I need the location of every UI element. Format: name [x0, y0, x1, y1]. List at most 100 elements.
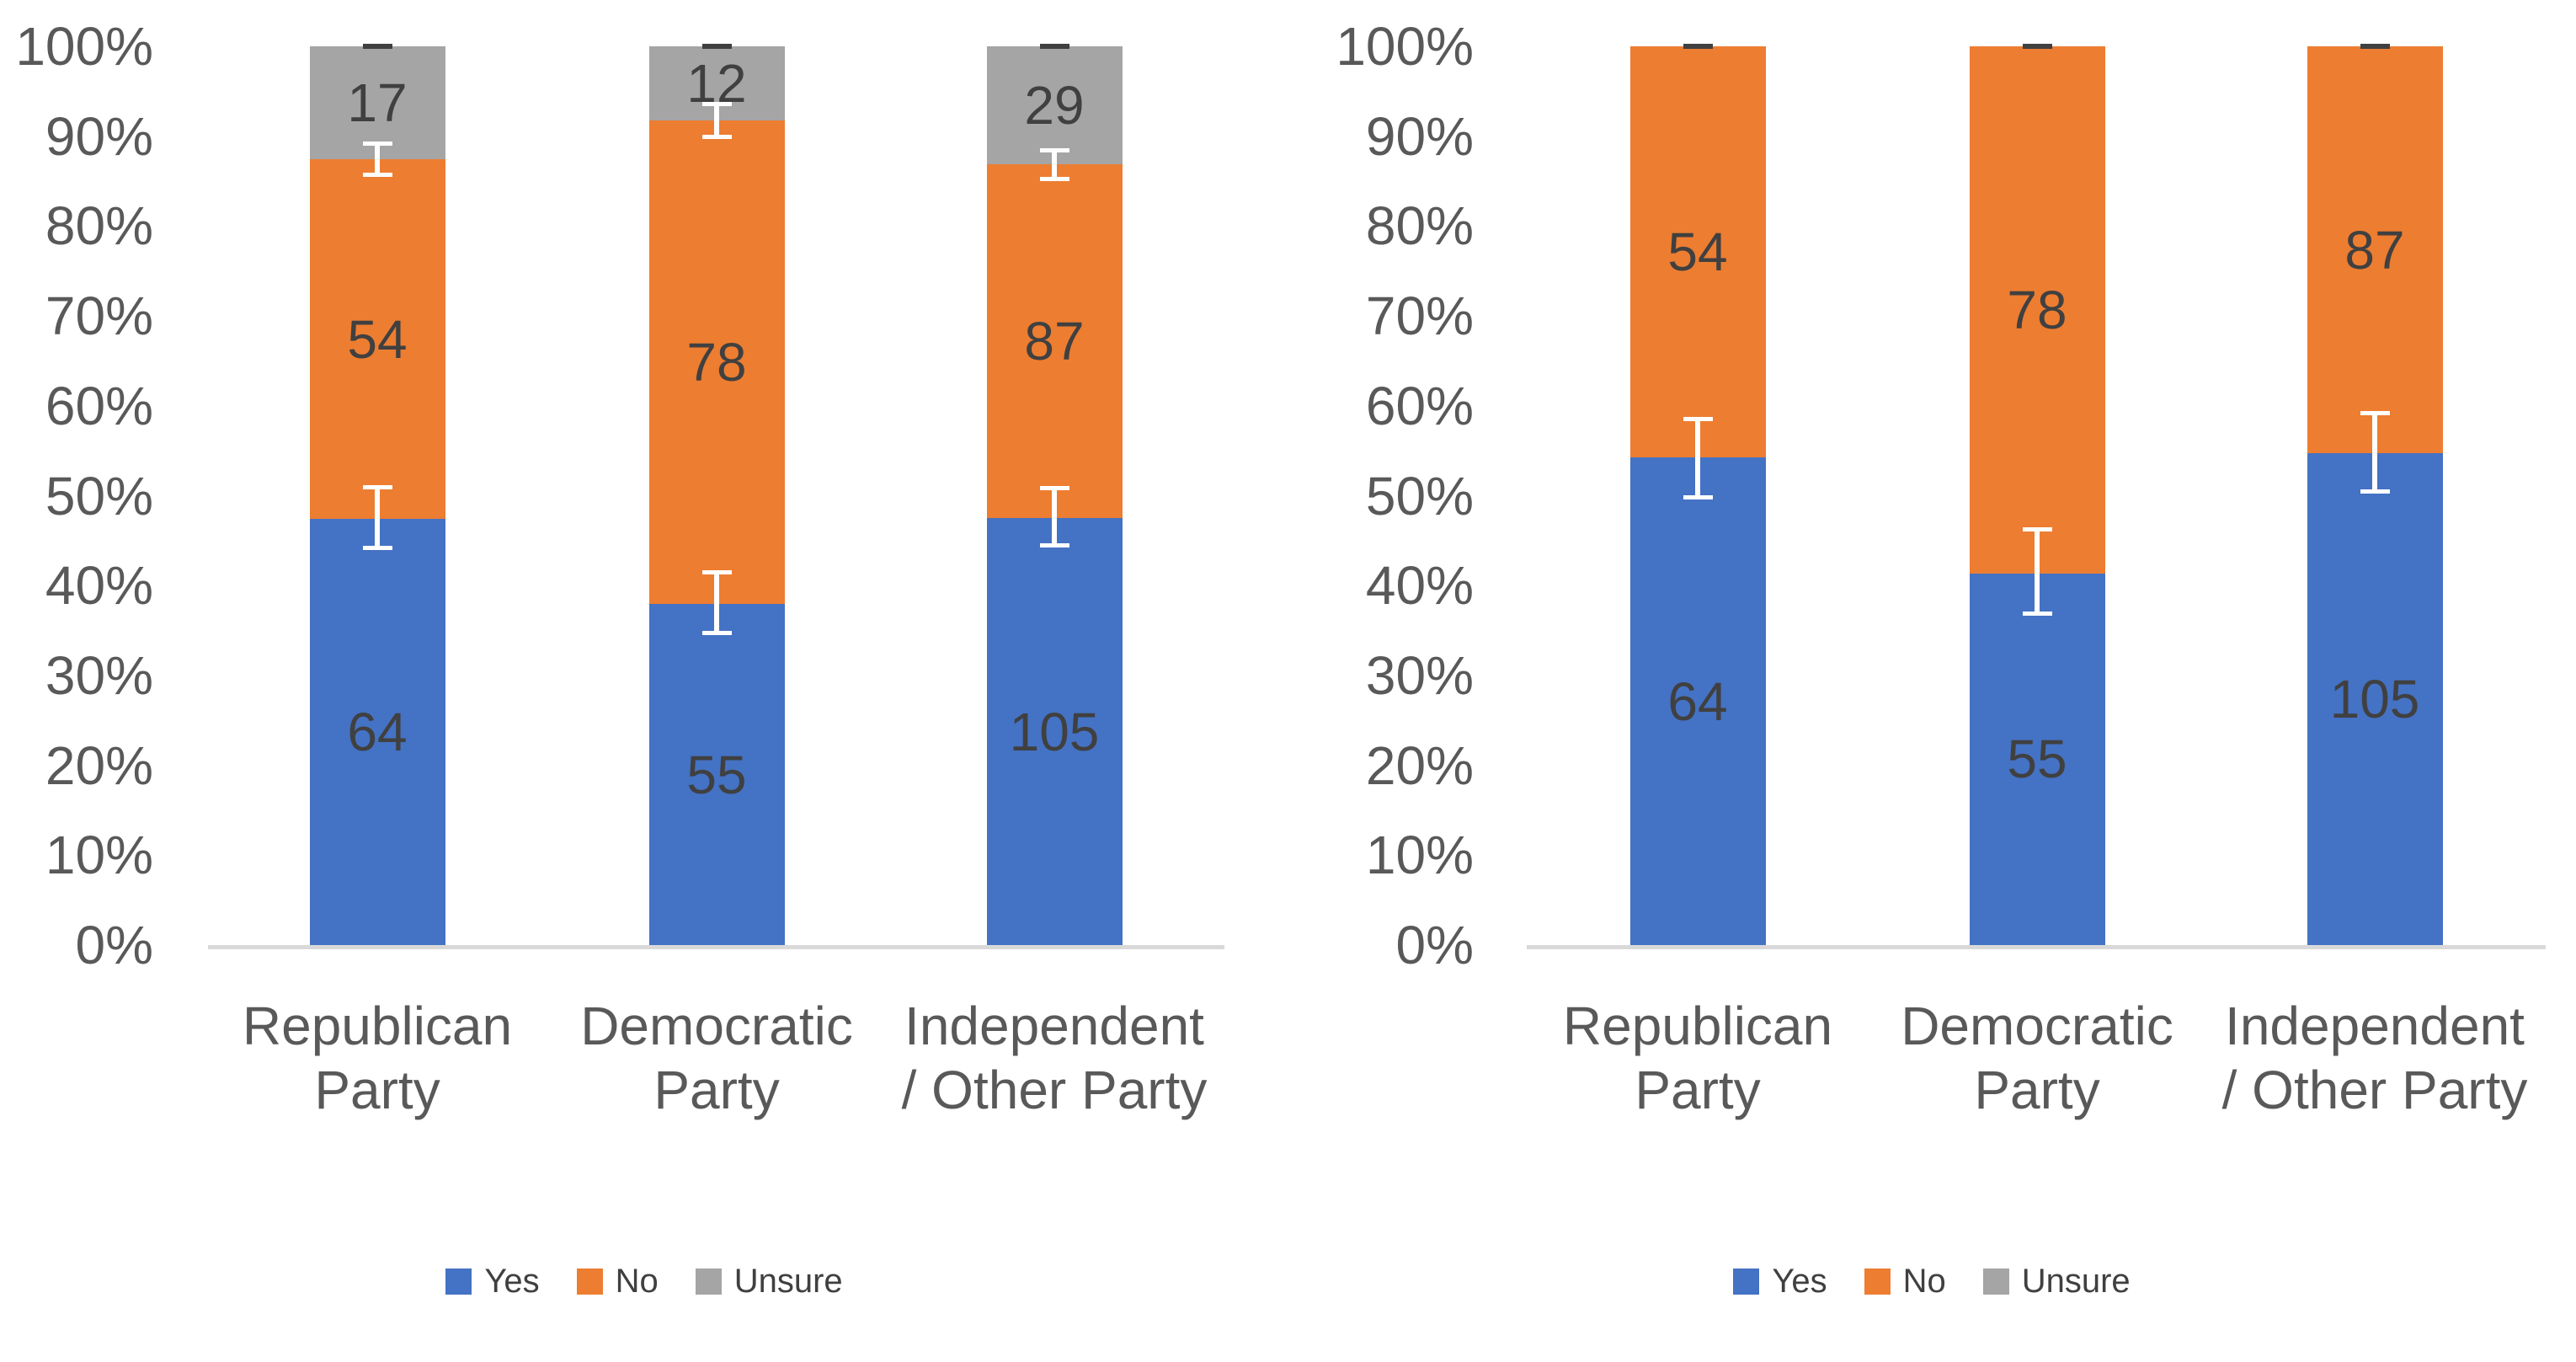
y-axis-tick-label: 30%	[45, 644, 153, 706]
data-label: 12	[686, 53, 747, 115]
error-bar-cap-bottom	[2023, 612, 2052, 617]
legend-label: Yes	[484, 1263, 540, 1300]
error-bar-whisker	[1052, 487, 1057, 546]
legend-label: Yes	[1772, 1263, 1827, 1300]
error-bar-whisker	[2372, 413, 2377, 492]
y-axis-tick-label: 100%	[1336, 16, 1474, 77]
data-label: 78	[2007, 279, 2067, 340]
chart-legend: Yes No Unsure	[0, 1262, 1288, 1301]
bar-segment-yes	[2307, 453, 2443, 945]
category-label-line: Democratic	[1901, 996, 2173, 1056]
category-label-line: Republican	[242, 996, 513, 1056]
data-label: 17	[347, 72, 408, 134]
y-axis-tick-label: 40%	[45, 555, 153, 617]
legend-label: No	[1902, 1263, 1946, 1300]
x-axis-category-label: Republican Party	[179, 994, 575, 1122]
x-axis-category-label: Democratic Party	[519, 994, 915, 1122]
error-bar-top-cap	[2360, 44, 2390, 49]
error-bar-cap-bottom	[702, 134, 732, 139]
error-bar-whisker	[375, 486, 380, 548]
y-axis-tick-label: 10%	[1365, 825, 1474, 886]
legend-item-unsure: Unsure	[695, 1263, 843, 1300]
x-axis-line	[208, 945, 1224, 949]
data-label: 55	[686, 744, 747, 805]
bar-segment-unsure	[310, 46, 445, 160]
y-axis-tick-label: 90%	[45, 105, 153, 167]
bar-segment-no	[310, 159, 445, 520]
bar-segment-yes	[1970, 573, 2105, 945]
bar-segment-no	[1630, 46, 1766, 458]
error-bar-cap-bottom	[2360, 489, 2390, 494]
chart-legend: Yes No Unsure	[1288, 1262, 2576, 1301]
data-label: 64	[1667, 670, 1728, 732]
x-axis-category-label: Independent / Other Party	[2177, 994, 2573, 1122]
legend-swatch-unsure	[695, 1268, 722, 1295]
error-bar-whisker	[714, 572, 719, 633]
bar-segment-yes	[649, 604, 785, 945]
error-bar-cap-top	[2023, 526, 2052, 531]
legend-swatch-yes	[1733, 1268, 1760, 1295]
error-bar-top-cap	[1040, 44, 1069, 49]
error-bar-top-cap	[2023, 44, 2052, 49]
error-bar-top-cap	[1683, 44, 1713, 49]
legend-swatch-yes	[445, 1268, 472, 1295]
y-axis-tick-label: 20%	[1365, 734, 1474, 796]
y-axis-tick-label: 80%	[45, 195, 153, 257]
y-axis-tick-label: 50%	[1365, 465, 1474, 526]
bar-segment-yes	[310, 519, 445, 945]
data-label: 29	[1024, 75, 1085, 136]
category-label-line: Party	[314, 1060, 440, 1120]
error-bar-cap-bottom	[363, 546, 392, 551]
y-axis-tick-label: 70%	[1365, 286, 1474, 347]
legend-label: Unsure	[733, 1263, 843, 1300]
y-axis-tick-label: 90%	[1365, 105, 1474, 167]
data-label: 55	[2007, 729, 2067, 790]
y-axis-tick-label: 10%	[45, 825, 153, 886]
legend-swatch-no	[1864, 1268, 1891, 1295]
error-bar-whisker	[1052, 149, 1057, 179]
error-bar-cap-top	[363, 484, 392, 489]
error-bar-cap-top	[702, 102, 732, 107]
category-label-line: / Other Party	[901, 1060, 1208, 1120]
error-bar-cap-bottom	[363, 172, 392, 177]
category-label-line: / Other Party	[2221, 1060, 2528, 1120]
bar-segment-yes	[1630, 457, 1766, 945]
error-bar-cap-top	[702, 570, 732, 575]
category-label-line: Independent	[904, 996, 1204, 1056]
legend-label: No	[615, 1263, 659, 1300]
bar-segment-no	[987, 164, 1123, 519]
x-axis-line	[1527, 945, 2546, 949]
y-axis-tick-label: 50%	[45, 465, 153, 526]
legend-item-yes: Yes	[445, 1263, 540, 1300]
error-bar-cap-bottom	[702, 630, 732, 635]
y-axis-tick-label: 70%	[45, 286, 153, 347]
y-axis-tick-label: 60%	[45, 375, 153, 436]
category-label-line: Party	[1974, 1060, 2100, 1120]
data-label: 54	[347, 308, 408, 370]
data-label: 78	[686, 332, 747, 393]
error-bar-cap-top	[363, 142, 392, 147]
y-axis-tick-label: 0%	[75, 915, 154, 975]
error-bar-whisker	[2035, 528, 2040, 614]
bar-segment-no	[649, 120, 785, 605]
data-label: 105	[1009, 701, 1100, 762]
legend-item-no: No	[576, 1263, 659, 1300]
error-bar-cap-top	[1683, 416, 1713, 421]
y-axis-tick-label: 80%	[1365, 195, 1474, 257]
error-bar-cap-top	[1040, 485, 1069, 490]
error-bar-whisker	[375, 143, 380, 174]
error-bar-cap-top	[2360, 411, 2390, 416]
bar-segment-no	[2307, 46, 2443, 454]
bar-segment-unsure	[987, 46, 1123, 164]
data-label: 64	[347, 702, 408, 763]
x-axis-category-label: Republican Party	[1500, 994, 1896, 1122]
error-bar-top-cap	[702, 44, 732, 49]
legend-swatch-no	[576, 1268, 603, 1295]
error-bar-top-cap	[363, 44, 392, 49]
error-bar-cap-bottom	[1040, 176, 1069, 181]
y-axis-tick-label: 30%	[1365, 644, 1474, 706]
category-label-line: Democratic	[580, 996, 853, 1056]
category-label-line: Party	[653, 1060, 780, 1120]
legend-item-no: No	[1864, 1264, 1946, 1298]
